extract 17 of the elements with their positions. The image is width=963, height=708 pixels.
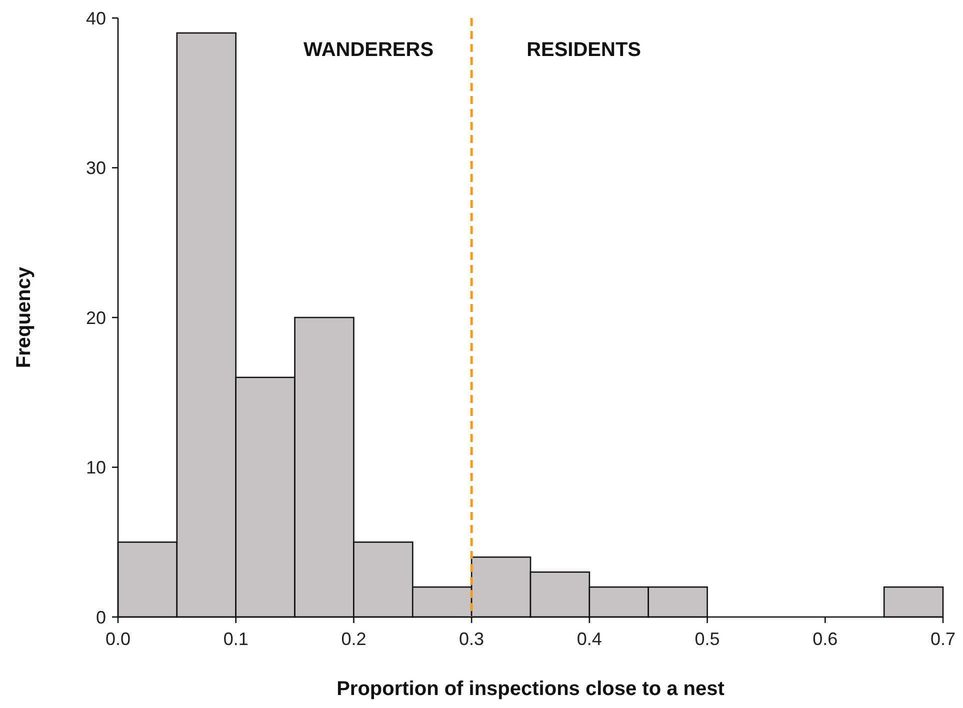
x-axis-title: Proportion of inspections close to a nest — [336, 678, 725, 700]
y-tick-label: 40 — [86, 8, 106, 28]
x-tick-label: 0.4 — [576, 629, 602, 649]
x-tick-label: 0.6 — [812, 629, 838, 649]
annotation: RESIDENTS — [526, 39, 642, 61]
x-tick-label: 0.5 — [694, 629, 720, 649]
x-tick-label: 0.1 — [223, 629, 248, 649]
x-tick-label: 0.0 — [105, 629, 131, 649]
y-axis-title: Frequency — [13, 266, 35, 368]
annotation: WANDERERS — [304, 39, 434, 61]
y-tick-label: 20 — [86, 308, 106, 328]
x-tick-label: 0.3 — [459, 629, 484, 649]
y-tick-label: 30 — [86, 158, 106, 178]
x-tick-label: 0.7 — [930, 629, 956, 649]
y-tick-label: 10 — [86, 458, 106, 478]
y-tick-label: 0 — [96, 607, 106, 628]
x-tick-label: 0.2 — [341, 629, 366, 649]
